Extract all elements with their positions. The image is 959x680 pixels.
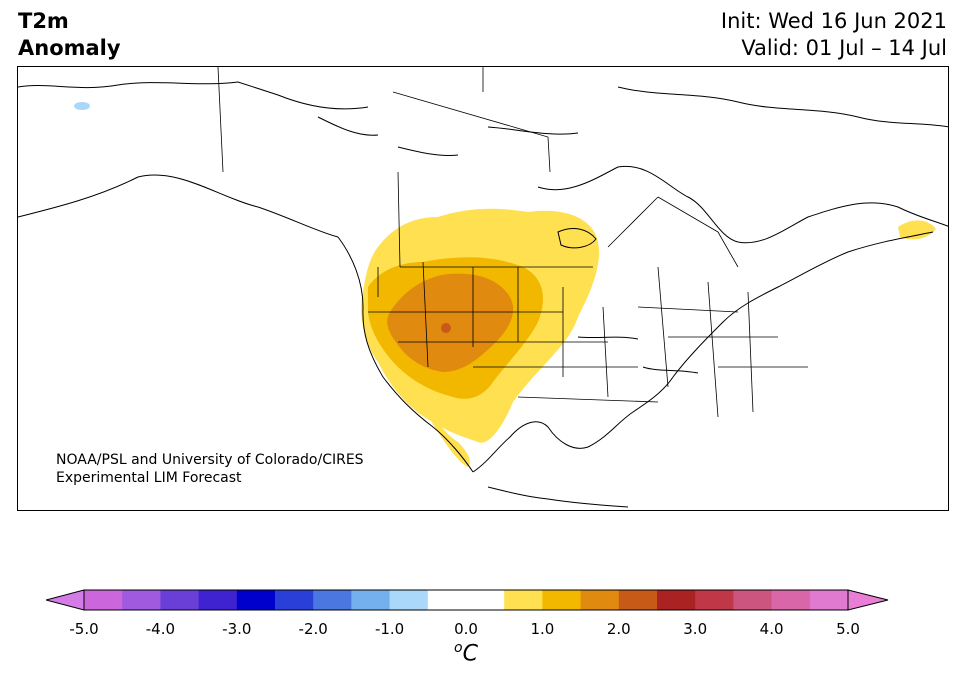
colorbar-tick-label: -5.0: [69, 620, 99, 638]
colorbar-unit: oC: [454, 640, 478, 666]
colorbar-bin: [542, 590, 582, 610]
colorbar-bin: [313, 590, 352, 610]
colorbar-tick-label: 0.0: [454, 620, 478, 638]
colorbar-bin: [618, 590, 658, 610]
colorbar-tick-label: -1.0: [374, 620, 405, 638]
colorbar-bin: [504, 590, 543, 610]
colorbar-bin: [84, 590, 123, 610]
colorbar-bin: [657, 590, 696, 610]
colorbar-bin: [733, 590, 773, 610]
anomaly-peak-spot: [441, 323, 451, 333]
colorbar-tick-label: -4.0: [145, 620, 176, 638]
credit-line-2: Experimental LIM Forecast: [56, 470, 242, 486]
anomaly-strong-region: [387, 273, 514, 372]
colorbar-bin: [160, 590, 200, 610]
map-panel: NOAA/PSL and University of Colorado/CIRE…: [17, 66, 949, 511]
colorbar-tick-label: 2.0: [606, 620, 631, 638]
colorbar-bin: [580, 590, 620, 610]
colorbar-bin: [809, 590, 849, 610]
credit-text: NOAA/PSL and University of Colorado/CIRE…: [56, 451, 364, 487]
colorbar-bin: [427, 590, 467, 610]
colorbar-tick-label: -3.0: [222, 620, 252, 638]
colorbar-bin: [389, 590, 429, 610]
colorbar-tick-label: 1.0: [530, 620, 555, 638]
valid-range: Valid: 01 Jul – 14 Jul: [741, 36, 947, 60]
coastlines: [18, 81, 948, 508]
title-type: Anomaly: [18, 36, 121, 60]
credit-line-1: NOAA/PSL and University of Colorado/CIRE…: [56, 452, 364, 468]
colorbar-tick-label: -2.0: [298, 620, 328, 638]
colorbar-extend-under: [46, 589, 85, 611]
init-date: Init: Wed 16 Jun 2021: [720, 9, 947, 33]
colorbar-tick-label: 5.0: [836, 620, 860, 638]
colorbar-bin: [466, 590, 505, 610]
colorbar: [46, 589, 889, 611]
political-boundaries: [217, 67, 808, 418]
colorbar-tick-label: 4.0: [759, 620, 784, 638]
colorbar-frame: [83, 589, 849, 611]
colorbar-bin: [695, 590, 734, 610]
unit-letter: C: [462, 641, 478, 667]
anomaly-light-baja: [423, 397, 470, 467]
title-left: T2m Anomaly: [18, 8, 121, 62]
title-right: Init: Wed 16 Jun 2021 Valid: 01 Jul – 14…: [721, 8, 947, 62]
colorbar-extend-over: [847, 589, 889, 611]
colorbar-tick-label: 3.0: [683, 620, 708, 638]
colorbar-bin: [198, 590, 238, 610]
colorbar-bin: [236, 590, 276, 610]
colorbar-bin: [122, 590, 161, 610]
map-canvas: [18, 67, 948, 508]
unit-degree: o: [454, 640, 463, 656]
colorbar-tick-labels: -5.0 -4.0 -3.0 -2.0 -1.0 0.0 1.0 2.0 3.0 4.0 5.0: [0, 620, 959, 640]
colorbar-bin: [351, 590, 391, 610]
colorbar-bin: [771, 590, 811, 610]
colorbar-bin: [275, 590, 314, 610]
lake-alaska: [74, 102, 90, 110]
colorbar-bins: [84, 590, 849, 610]
title-variable: T2m: [18, 9, 69, 33]
anomaly-light-newfoundland: [898, 220, 936, 240]
